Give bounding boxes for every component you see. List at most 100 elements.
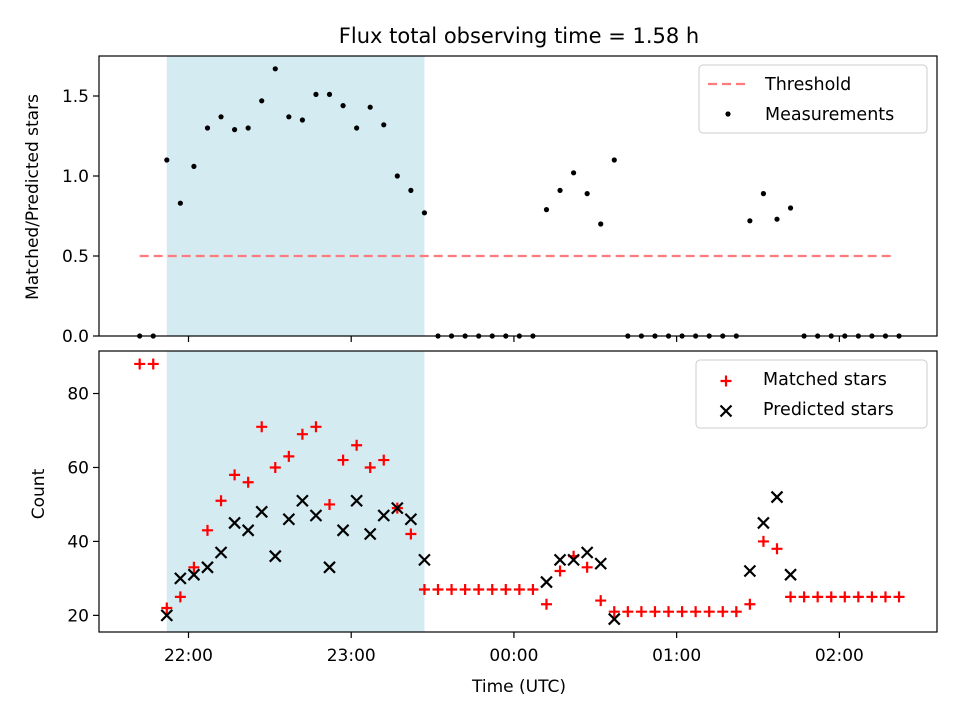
legend-box	[698, 64, 928, 134]
axes-frame	[98, 55, 938, 337]
matched-stars-point	[324, 498, 336, 510]
measurement-point	[218, 114, 224, 120]
legend-top: Threshold Measurements	[698, 64, 928, 134]
matched-stars-point	[201, 524, 213, 536]
measurement-point	[204, 125, 211, 131]
predicted-stars-point	[770, 490, 784, 504]
y-tick-label: 0.0	[62, 327, 89, 347]
matched-stars-point	[852, 591, 864, 603]
measurement-point	[557, 187, 563, 193]
measurement-point	[367, 104, 373, 110]
matched-stars-point	[635, 606, 647, 618]
matched-stars-point	[595, 595, 607, 607]
matched-stars-point	[879, 591, 891, 603]
matched-stars-point	[269, 461, 281, 473]
predicted-stars-point	[377, 509, 391, 522]
top-y-axis-label: Matched/Predicted stars	[23, 94, 43, 300]
x-tick-label: 02:00	[815, 646, 864, 666]
predicted-stars-point	[757, 516, 770, 530]
matched-stars-point	[893, 591, 905, 603]
predicted-stars-point	[282, 512, 296, 526]
matched-stars-point	[256, 421, 268, 433]
matched-stars-point	[432, 583, 444, 595]
y-tick-label: 20	[67, 606, 89, 626]
matched-stars-point	[690, 606, 702, 618]
matched-stars-point	[703, 606, 715, 618]
measurement-point	[408, 187, 414, 193]
predicted-stars-point	[404, 512, 418, 526]
matched-stars-point	[473, 583, 485, 595]
measurement-point	[354, 125, 360, 131]
matched-stars-point	[744, 598, 756, 610]
matched-stars-point	[147, 358, 159, 370]
predicted-stars-point	[160, 609, 174, 622]
predicted-stars-point	[323, 561, 336, 574]
predicted-stars-point	[241, 524, 255, 537]
predicted-stars-point	[214, 546, 228, 559]
predicted-stars-point	[336, 524, 350, 537]
y-tick-label: 40	[67, 532, 89, 552]
matched-stars-point	[663, 606, 675, 618]
predicted-stars-point	[567, 553, 580, 567]
predicted-stars-point	[743, 564, 757, 578]
matched-stars-point	[812, 591, 824, 603]
matched-stars-point	[513, 583, 525, 595]
predicted-stars-point	[363, 527, 377, 541]
matched-stars-point	[296, 428, 308, 440]
legend-measurements-label: Measurements	[765, 105, 894, 125]
predicted-stars-point	[580, 546, 594, 559]
predicted-stars-point	[607, 612, 621, 626]
matched-stars-point	[730, 606, 742, 618]
predicted-stars-point	[228, 516, 241, 530]
matched-stars-point	[446, 583, 458, 595]
predicted-stars-point	[309, 509, 323, 522]
series-matched-stars	[134, 358, 905, 618]
matched-stars-point	[405, 528, 417, 540]
measurement-point	[787, 205, 794, 211]
legend-threshold-label: Threshold	[764, 75, 851, 95]
measurement-point	[774, 216, 780, 222]
legend-predicted-swatch	[719, 404, 733, 418]
predicted-stars-point	[540, 575, 553, 589]
y-tick-label: 1.0	[62, 167, 89, 187]
panel-count: 20 40 60 80 22:00 23:00 00:00 01:00 02:00	[67, 350, 938, 666]
matched-stars-point	[527, 583, 539, 595]
measurement-point	[245, 125, 251, 131]
predicted-stars-point	[594, 557, 607, 570]
matched-stars-point	[825, 591, 837, 603]
measurement-point	[326, 91, 333, 97]
x-tick-label: 23:00	[327, 646, 376, 666]
matched-stars-point	[500, 583, 512, 595]
x-tick-label: 00:00	[489, 646, 538, 666]
matched-stars-point	[337, 454, 349, 466]
observing-window-span	[166, 351, 425, 632]
legend-measurements-swatch	[725, 111, 731, 117]
matched-stars-point	[798, 591, 810, 603]
plot-layer: 0.0 0.5 1.0 1.5 20 40 60 80 22:00 23:00 00:00 01:00…	[62, 55, 938, 666]
legend-bottom: Matched stars Predicted stars	[695, 359, 928, 429]
measurement-point	[421, 210, 428, 216]
measurement-point	[231, 127, 238, 133]
predicted-stars-point	[201, 561, 214, 574]
measurement-point	[259, 98, 265, 104]
measurement-point	[760, 191, 767, 197]
measurement-point	[598, 221, 604, 227]
matched-stars-point	[134, 358, 146, 370]
matched-stars-point	[554, 565, 566, 577]
measurement-point	[177, 200, 183, 206]
matched-stars-point	[757, 535, 769, 547]
predicted-stars-point	[418, 553, 431, 567]
predicted-stars-point	[553, 553, 567, 567]
matched-stars-point	[215, 495, 227, 507]
measurement-point	[747, 218, 753, 224]
predicted-stars-point	[350, 494, 363, 508]
x-axis-label: Time (UTC)	[471, 677, 566, 697]
y-tick-label: 1.5	[62, 87, 89, 107]
matched-stars-point	[161, 602, 173, 614]
matched-stars-point	[622, 606, 634, 618]
predicted-stars-point	[187, 568, 201, 581]
measurement-point	[286, 114, 292, 120]
matched-stars-point	[676, 606, 688, 618]
